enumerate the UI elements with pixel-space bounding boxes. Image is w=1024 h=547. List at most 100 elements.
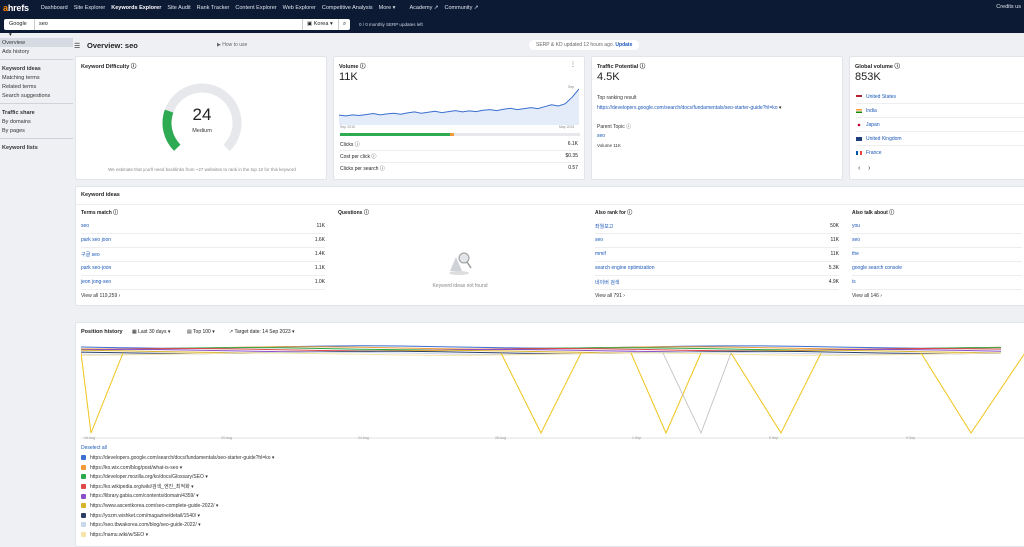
- date-range-select[interactable]: ▦ Last 30 days ▾: [132, 329, 170, 335]
- nav-site-audit[interactable]: Site Audit: [167, 5, 190, 11]
- legend-url[interactable]: https://seo.tbwakorea.com/blog/seo-guide…: [90, 522, 201, 528]
- legend-item[interactable]: https://developers.google.com/search/doc…: [81, 455, 274, 462]
- legend-url[interactable]: https://ko.wikipedia.org/wiki/검색_엔진_최적화 …: [90, 484, 194, 490]
- nav-web-explorer[interactable]: Web Explorer: [283, 5, 316, 11]
- sidebar-item-by-domains[interactable]: By domains: [0, 117, 73, 126]
- info-icon[interactable]: ⓘ: [640, 64, 646, 70]
- legend-checkbox[interactable]: [81, 474, 86, 479]
- legend-checkbox[interactable]: [81, 494, 86, 499]
- sidebar-item-ads-history[interactable]: Ads history: [0, 47, 73, 56]
- legend-item[interactable]: https://ko.wikipedia.org/wiki/검색_엔진_최적화 …: [81, 484, 194, 491]
- legend-checkbox[interactable]: [81, 532, 86, 537]
- sidebar-item-search-suggestions[interactable]: Search suggestions: [0, 91, 73, 100]
- next-icon[interactable]: ›: [868, 165, 870, 172]
- more-options-icon[interactable]: ⋮: [570, 61, 576, 68]
- country-row[interactable]: United Kingdom: [856, 136, 902, 142]
- info-icon[interactable]: ⓘ: [380, 166, 385, 172]
- update-button[interactable]: Update: [615, 42, 632, 48]
- legend-checkbox[interactable]: [81, 513, 86, 518]
- legend-url[interactable]: https://ko.wix.com/blog/post/what-is-seo…: [90, 465, 182, 471]
- nav-keywords-explorer[interactable]: Keywords Explorer: [111, 5, 161, 11]
- info-icon[interactable]: ⓘ: [371, 154, 376, 160]
- nav-competitive-analysis[interactable]: Competitive Analysis: [322, 5, 373, 11]
- view-all-terms-match[interactable]: View all 119,259 ›: [81, 293, 120, 299]
- country-row[interactable]: India: [856, 108, 877, 114]
- info-icon[interactable]: ⓘ: [355, 142, 360, 148]
- sidebar-item-related-terms[interactable]: Related terms: [0, 82, 73, 91]
- legend-checkbox[interactable]: [81, 455, 86, 460]
- info-icon[interactable]: ⓘ: [889, 210, 894, 216]
- legend-url[interactable]: https://yozm.wishket.com/magazine/detail…: [90, 513, 200, 519]
- search-engine-select[interactable]: Google ▾: [4, 19, 34, 30]
- also-talk-keyword[interactable]: seo: [852, 237, 860, 243]
- also-rank-keyword[interactable]: 네이버 검색: [595, 279, 619, 286]
- legend-checkbox[interactable]: [81, 522, 86, 527]
- country-row[interactable]: Japan: [856, 122, 880, 128]
- nav-site-explorer[interactable]: Site Explorer: [74, 5, 106, 11]
- also-rank-keyword[interactable]: search engine optimization: [595, 265, 654, 271]
- parent-topic-link[interactable]: seo: [597, 133, 605, 139]
- legend-url[interactable]: https://library.gabia.com/contents/domai…: [90, 493, 199, 499]
- also-talk-keyword[interactable]: is: [852, 279, 856, 285]
- legend-url[interactable]: https://www.ascentkorea.com/seo-complete…: [90, 503, 218, 509]
- view-all-also-rank[interactable]: View all 791 ›: [595, 293, 625, 299]
- terms-match-keyword[interactable]: 구글 seo: [81, 251, 100, 258]
- terms-match-keyword[interactable]: seo: [81, 223, 89, 229]
- also-talk-title[interactable]: Also talk about ⓘ: [852, 209, 894, 216]
- sidebar-item-matching-terms[interactable]: Matching terms: [0, 73, 73, 82]
- nav-dashboard[interactable]: Dashboard: [41, 5, 68, 11]
- terms-match-keyword[interactable]: park seo-joon: [81, 265, 111, 271]
- questions-title[interactable]: Questions ⓘ: [338, 209, 369, 216]
- nav-rank-tracker[interactable]: Rank Tracker: [197, 5, 230, 11]
- legend-checkbox[interactable]: [81, 465, 86, 470]
- credits-usage[interactable]: Credits us: [996, 4, 1021, 10]
- also-talk-keyword[interactable]: you: [852, 223, 860, 229]
- legend-item[interactable]: https://developer.mozilla.org/ko/docs/Gl…: [81, 474, 208, 481]
- info-icon[interactable]: ⓘ: [626, 124, 631, 130]
- legend-item[interactable]: https://www.ascentkorea.com/seo-complete…: [81, 503, 218, 510]
- terms-match-keyword[interactable]: jeon jong-seo: [81, 279, 111, 285]
- country-row[interactable]: United States: [856, 94, 896, 100]
- target-date-select[interactable]: ↗ Target date: 14 Sep 2023 ▾: [229, 329, 295, 335]
- legend-checkbox[interactable]: [81, 503, 86, 508]
- top-select[interactable]: ▤ Top 100 ▾: [187, 329, 215, 335]
- legend-url[interactable]: https://developers.google.com/search/doc…: [90, 455, 274, 461]
- legend-url[interactable]: https://namu.wiki/w/SEO ▾: [90, 532, 148, 538]
- info-icon[interactable]: ⓘ: [894, 64, 900, 70]
- also-rank-title[interactable]: Also rank for ⓘ: [595, 209, 632, 216]
- sidebar-item-keyword-lists[interactable]: Keyword lists: [0, 143, 73, 152]
- legend-item[interactable]: https://seo.tbwakorea.com/blog/seo-guide…: [81, 522, 201, 529]
- legend-item[interactable]: https://yozm.wishket.com/magazine/detail…: [81, 513, 200, 520]
- info-icon[interactable]: ⓘ: [364, 210, 369, 216]
- also-rank-keyword[interactable]: seo: [595, 237, 603, 243]
- also-rank-keyword[interactable]: 좌월보고: [595, 223, 613, 230]
- info-icon[interactable]: ⓘ: [131, 64, 137, 70]
- legend-item[interactable]: https://ko.wix.com/blog/post/what-is-seo…: [81, 465, 182, 472]
- nav-academy[interactable]: Academy ↗: [409, 5, 438, 11]
- ahrefs-logo[interactable]: ahrefs: [3, 3, 29, 13]
- search-button[interactable]: ⌕: [338, 19, 350, 30]
- legend-url[interactable]: https://developer.mozilla.org/ko/docs/Gl…: [90, 474, 208, 480]
- keyword-input[interactable]: seo: [34, 19, 302, 30]
- country-row[interactable]: France: [856, 150, 882, 156]
- also-rank-keyword[interactable]: mmif: [595, 251, 606, 257]
- nav-community[interactable]: Community ↗: [445, 5, 479, 11]
- deselect-all-button[interactable]: Deselect all: [81, 445, 107, 451]
- legend-item[interactable]: https://library.gabia.com/contents/domai…: [81, 493, 199, 500]
- nav-more[interactable]: More ▾: [379, 5, 396, 11]
- view-all-also-talk[interactable]: View all 146 ›: [852, 293, 882, 299]
- country-select[interactable]: ▣ Korea ▾: [302, 19, 338, 30]
- legend-checkbox[interactable]: [81, 484, 86, 489]
- nav-content-explorer[interactable]: Content Explorer: [235, 5, 276, 11]
- top-ranking-url[interactable]: https://developers.google.com/search/doc…: [597, 105, 781, 111]
- terms-match-keyword[interactable]: park seo joon: [81, 237, 111, 243]
- also-talk-keyword[interactable]: google search console: [852, 265, 902, 271]
- terms-match-title[interactable]: Terms match ⓘ: [81, 209, 118, 216]
- sidebar-item-by-pages[interactable]: By pages: [0, 126, 73, 135]
- info-icon[interactable]: ⓘ: [627, 210, 632, 216]
- info-icon[interactable]: ⓘ: [360, 64, 366, 70]
- how-to-use-link[interactable]: ▶ How to use: [217, 42, 247, 48]
- sidebar-item-overview[interactable]: Overview: [0, 38, 73, 47]
- also-talk-keyword[interactable]: the: [852, 251, 859, 257]
- info-icon[interactable]: ⓘ: [113, 210, 118, 216]
